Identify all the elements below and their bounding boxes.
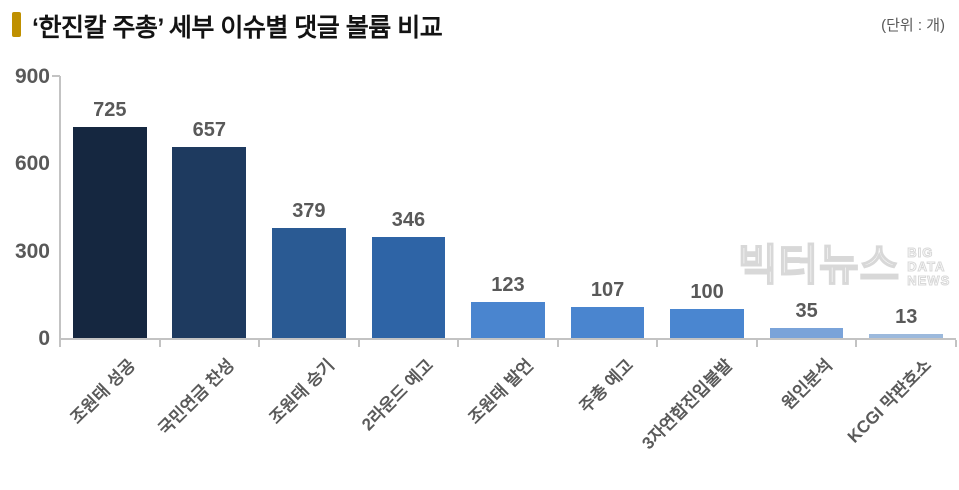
unit-label: (단위 : 개): [881, 17, 945, 34]
bar-cell: 379: [259, 76, 359, 338]
x-axis-tick: [59, 340, 61, 347]
bar-cell: 13: [856, 76, 956, 338]
x-axis-tick: [855, 340, 858, 347]
bar-2: [172, 146, 247, 338]
x-axis-line: [59, 338, 956, 340]
bar-3: [272, 227, 346, 338]
x-axis-tick: [258, 340, 261, 347]
bar-value-label: 100: [690, 280, 724, 303]
bar-5: [471, 302, 545, 338]
y-axis-line: [59, 76, 61, 338]
y-tick-label: 900: [14, 65, 50, 88]
bar-value-label: 657: [192, 118, 226, 141]
bar-value-label: 107: [590, 278, 625, 301]
bar-4: [371, 237, 446, 338]
bar-7: [670, 308, 744, 338]
bar-value-label: 379: [292, 199, 326, 222]
bar-cell: 100: [657, 76, 757, 338]
bar-6: [570, 306, 645, 338]
x-axis-tick: [158, 340, 161, 347]
bar-8: [769, 327, 844, 338]
bar-9: [869, 334, 944, 338]
bar-value-label: 35: [795, 299, 818, 322]
bar-cell: 346: [359, 76, 459, 338]
title-accent-bar: [12, 12, 21, 37]
x-axis-tick: [755, 340, 758, 347]
y-axis-top-tick: [52, 75, 60, 77]
chart-title: ‘한진칼 주총’ 세부 이슈별 댓글 볼륨 비교: [32, 14, 443, 42]
y-tick-label: 600: [14, 152, 50, 176]
y-tick-label: 0: [38, 327, 50, 350]
bar-cell: 107: [558, 76, 658, 338]
x-axis-tick: [556, 340, 559, 347]
bar-1: [72, 126, 147, 338]
x-axis-tick: [955, 340, 957, 347]
bar-value-label: 13: [895, 306, 918, 329]
bar-cell: 123: [458, 76, 558, 338]
chart-header: ‘한진칼 주총’ 세부 이슈별 댓글 볼륨 비교 (단위 : 개): [12, 8, 947, 42]
y-tick-label: 300: [14, 239, 50, 263]
bar-cell: 725: [60, 76, 160, 338]
bar-cell: 35: [757, 76, 857, 338]
x-axis-tick: [457, 340, 460, 347]
bar-value-label: 725: [93, 98, 127, 121]
bar-value-label: 346: [391, 209, 426, 232]
bar-cell: 657: [160, 76, 260, 338]
bar-value-label: 123: [491, 274, 525, 297]
x-axis-tick: [656, 340, 659, 347]
x-axis-tick: [357, 340, 360, 347]
